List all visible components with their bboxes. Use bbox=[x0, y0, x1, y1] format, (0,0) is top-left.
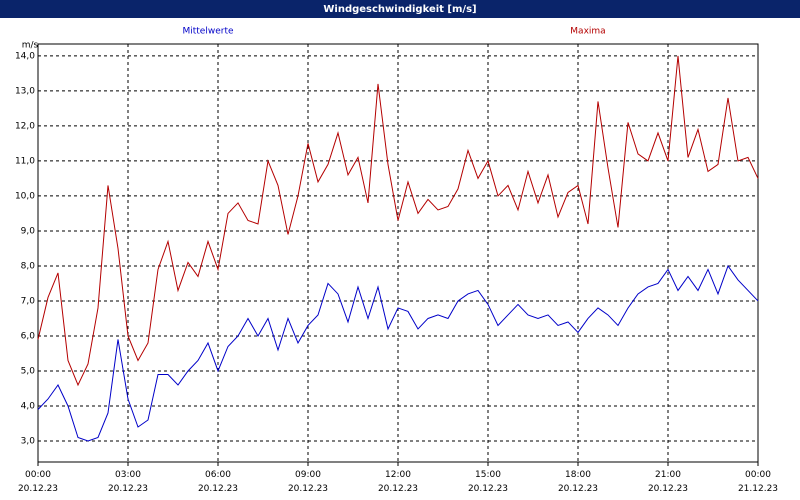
x-tick-label: 09:00 20.12.23 bbox=[288, 470, 328, 494]
x-tick-label: 12:00 20.12.23 bbox=[378, 470, 418, 494]
data-line bbox=[37, 55, 759, 387]
y-tick-label: 8,0 bbox=[21, 261, 36, 271]
y-tick-label: 4,0 bbox=[21, 401, 36, 411]
x-tick-label: 06:00 20.12.23 bbox=[198, 470, 238, 494]
y-tick-label: 7,0 bbox=[21, 296, 36, 306]
plot-frame bbox=[37, 43, 759, 463]
x-tick-label: 18:00 20.12.23 bbox=[558, 470, 598, 494]
y-unit: m/s bbox=[22, 41, 39, 51]
y-tick-label: 9,0 bbox=[21, 226, 36, 236]
x-tick-label: 00:00 20.12.23 bbox=[18, 470, 58, 494]
y-tick-label: 11,0 bbox=[15, 156, 35, 166]
chart-title: Windgeschwindigkeit [m/s] bbox=[323, 4, 476, 15]
title-bar bbox=[0, 0, 800, 18]
x-tick-label: 15:00 20.12.23 bbox=[468, 470, 508, 494]
data-line bbox=[37, 264, 759, 442]
y-tick-label: 13,0 bbox=[15, 86, 35, 96]
y-tick-label: 5,0 bbox=[21, 366, 36, 376]
y-tick-label: 3,0 bbox=[21, 436, 36, 446]
y-tick-label: 10,0 bbox=[15, 191, 35, 201]
legend-label: Mittelwerte bbox=[182, 27, 233, 37]
legend-label: Maxima bbox=[570, 27, 605, 37]
y-tick-label: 12,0 bbox=[15, 121, 35, 131]
x-tick-label: 03:00 20.12.23 bbox=[108, 470, 148, 494]
y-tick-label: 6,0 bbox=[21, 331, 36, 341]
x-tick-label: 00:00 21.12.23 bbox=[738, 470, 778, 494]
x-tick-label: 21:00 20.12.23 bbox=[648, 470, 688, 494]
y-tick-label: 14,0 bbox=[15, 51, 35, 61]
